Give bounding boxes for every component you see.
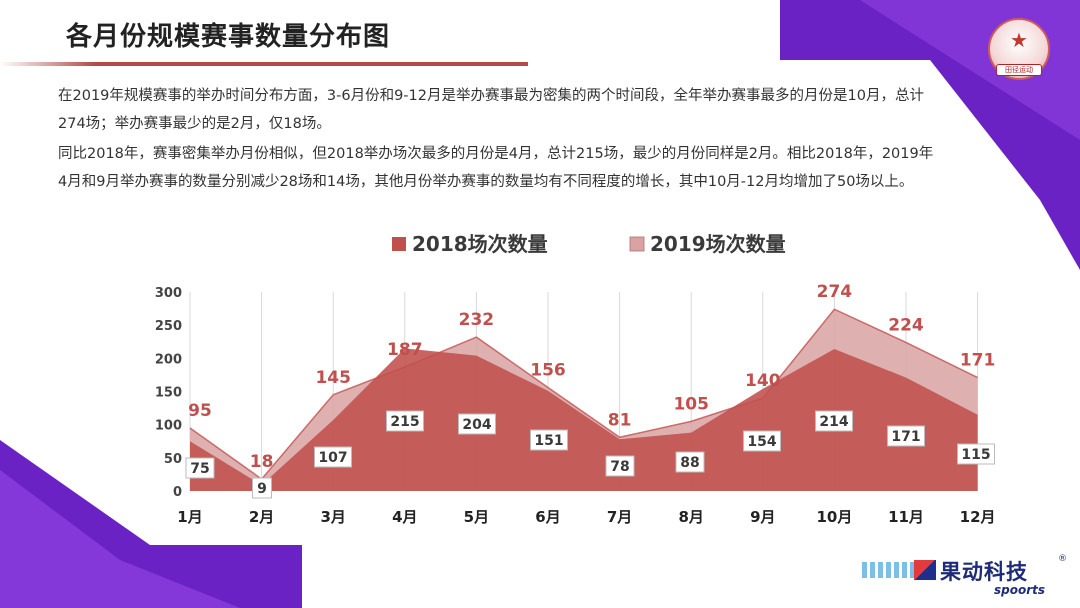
x-tick-label: 9月 [750, 508, 775, 526]
data-label-2018-box [743, 430, 781, 452]
x-tick-label: 6月 [535, 508, 560, 526]
brand-stripes-icon [862, 562, 922, 578]
data-label-2018: 107 [318, 450, 347, 466]
data-label-2019: 81 [608, 410, 632, 430]
data-label-2018: 88 [680, 455, 699, 471]
data-label-2018-box [605, 455, 635, 477]
data-label-2018: 171 [891, 429, 920, 445]
data-label-2018: 151 [534, 433, 563, 449]
x-tick-label: 7月 [607, 508, 632, 526]
brand-flag-icon [914, 560, 936, 580]
emblem-label: 田径运动 [996, 64, 1042, 76]
brand-logo: 果动科技 spoorts ® [862, 554, 1072, 600]
legend-label-2018: 2018场次数量 [412, 232, 548, 256]
data-label-2019: 274 [817, 282, 853, 302]
data-label-2018: 215 [390, 414, 419, 430]
area-2018 [190, 348, 978, 491]
x-tick-label: 4月 [392, 508, 417, 526]
data-label-2018: 78 [610, 459, 629, 475]
y-tick-label: 100 [155, 419, 182, 434]
y-tick-label: 250 [155, 319, 182, 334]
description-paragraph-2: 同比2018年，赛事密集举办月份相似，但2018举办场次最多的月份是4月，总计2… [58, 146, 934, 190]
x-tick-label: 5月 [464, 508, 489, 526]
x-tick-label: 12月 [960, 508, 996, 526]
data-label-2019: 156 [530, 361, 566, 381]
brand-subtitle: spoorts [994, 583, 1046, 597]
white-panel [0, 0, 778, 60]
y-tick-label: 200 [155, 352, 182, 367]
data-label-2018: 154 [747, 434, 776, 450]
data-label-2019: 95 [188, 401, 212, 421]
page-title: 各月份规模赛事数量分布图 [66, 22, 391, 52]
star-icon: ★ [1010, 28, 1028, 52]
data-label-2019: 105 [673, 394, 709, 414]
data-label-2018-box [815, 410, 853, 432]
data-label-2018: 115 [961, 447, 990, 463]
data-label-2018-box [185, 457, 215, 479]
registered-mark: ® [1058, 554, 1067, 564]
data-label-2018: 9 [257, 481, 267, 497]
data-label-2019: 171 [960, 351, 996, 371]
y-tick-label: 0 [173, 485, 182, 500]
data-label-2019: 18 [250, 452, 274, 472]
data-label-2019: 140 [745, 371, 781, 391]
data-label-2019: 224 [888, 315, 924, 335]
data-label-2018-box [252, 477, 272, 499]
x-tick-label: 10月 [816, 508, 852, 526]
x-tick-label: 2月 [249, 508, 274, 526]
x-tick-label: 3月 [320, 508, 345, 526]
data-label-2018-box [675, 451, 705, 473]
data-label-2019: 145 [315, 368, 351, 388]
data-label-2018-box [386, 410, 424, 432]
data-label-2018: 204 [462, 417, 491, 433]
x-tick-label: 1月 [177, 508, 202, 526]
y-tick-label: 150 [155, 386, 182, 401]
data-label-2018-box [314, 446, 352, 468]
emblem-logo: ★ 田径运动 [988, 18, 1050, 80]
data-label-2018-box [957, 443, 995, 465]
line-2019 [189, 308, 978, 481]
title-underline [0, 62, 528, 66]
data-label-2018: 214 [819, 414, 848, 430]
legend-swatch-2018 [392, 237, 406, 251]
data-label-2019: 187 [387, 340, 423, 360]
x-tick-label: 8月 [678, 508, 703, 526]
data-label-2018-box [887, 425, 925, 447]
legend-label-2019: 2019场次数量 [650, 232, 786, 256]
data-label-2019: 232 [459, 310, 495, 330]
y-tick-label: 300 [155, 286, 182, 301]
x-tick-label: 11月 [888, 508, 924, 526]
data-label-2018-box [530, 429, 568, 451]
data-label-2018: 75 [190, 461, 209, 477]
description-paragraph-1: 在2019年规模赛事的举办时间分布方面，3-6月份和9-12月是举办赛事最为密集… [58, 88, 924, 132]
legend-swatch-2019 [629, 236, 645, 252]
brand-name: 果动科技 [940, 560, 1028, 584]
data-label-2018-box [458, 413, 496, 435]
y-tick-label: 50 [164, 452, 182, 467]
